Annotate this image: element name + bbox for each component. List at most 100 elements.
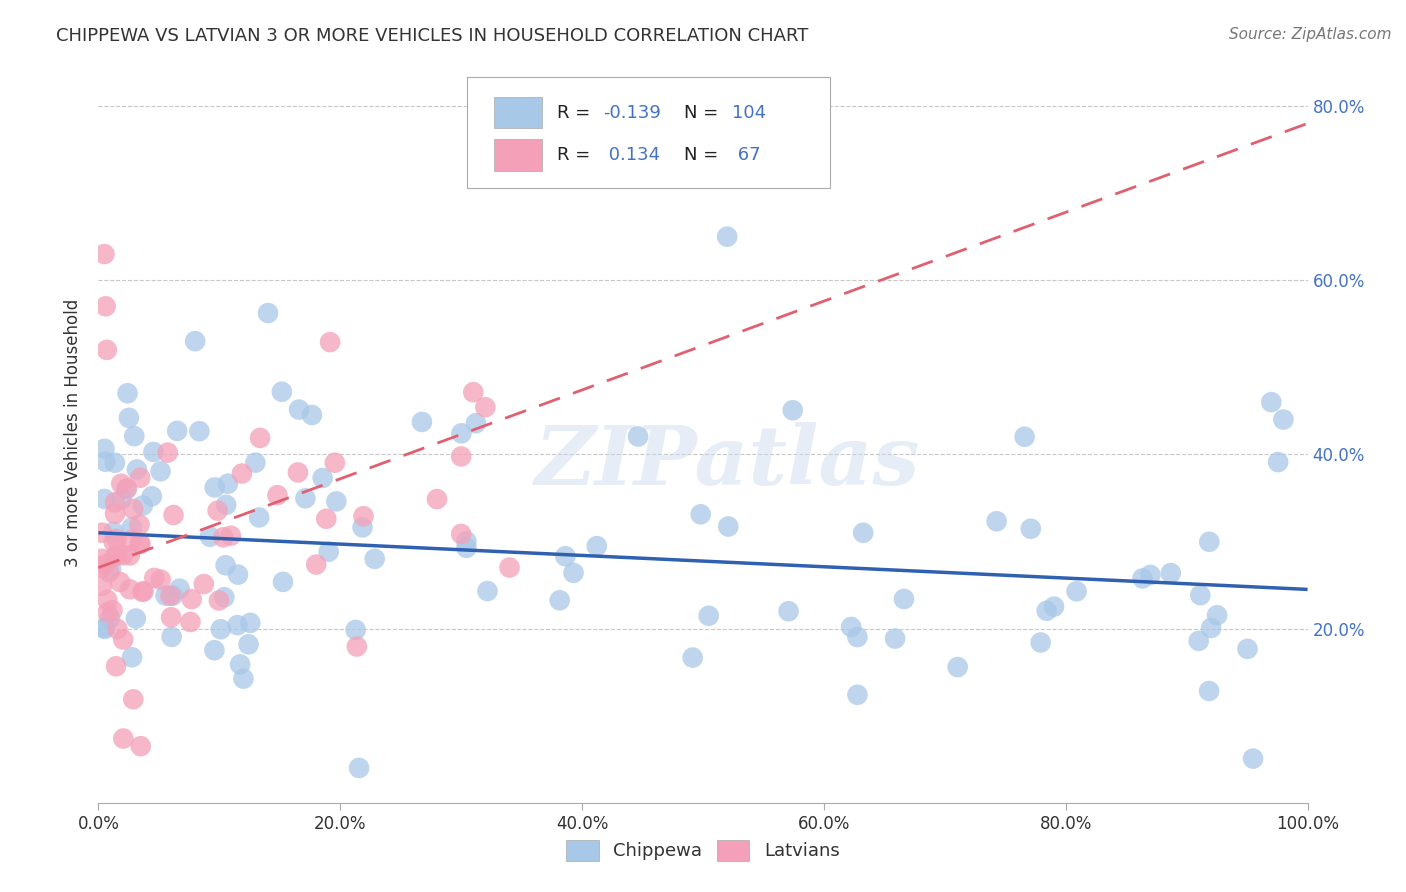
Point <box>562 566 585 580</box>
Point <box>257 306 280 320</box>
Point <box>98 566 121 580</box>
Point <box>107 622 129 636</box>
Point <box>217 476 239 491</box>
Point <box>104 549 127 564</box>
Point <box>160 610 183 624</box>
Text: CHIPPEWA VS LATVIAN 3 OR MORE VEHICLES IN HOUSEHOLD CORRELATION CHART: CHIPPEWA VS LATVIAN 3 OR MORE VEHICLES I… <box>56 27 808 45</box>
Text: N =: N = <box>683 146 724 164</box>
Point <box>287 466 309 480</box>
Point <box>112 632 135 647</box>
Point <box>104 456 127 470</box>
Text: 104: 104 <box>733 103 766 122</box>
Point <box>156 445 179 459</box>
Point <box>271 574 294 589</box>
Point <box>1236 641 1258 656</box>
Point <box>323 456 346 470</box>
Point <box>456 534 478 549</box>
Point <box>426 492 449 507</box>
Point <box>839 620 862 634</box>
Point <box>315 512 337 526</box>
Point <box>288 402 311 417</box>
Point <box>110 476 132 491</box>
Point <box>105 659 128 673</box>
Point <box>94 299 117 313</box>
Point <box>232 672 254 686</box>
Point <box>110 492 132 507</box>
Point <box>100 562 122 576</box>
Point <box>346 640 368 654</box>
Point <box>846 630 869 644</box>
Point <box>131 585 153 599</box>
Text: Source: ZipAtlas.com: Source: ZipAtlas.com <box>1229 27 1392 42</box>
Point <box>160 630 183 644</box>
Point <box>294 491 316 506</box>
Point <box>204 643 226 657</box>
Point <box>122 692 145 706</box>
Point <box>716 229 738 244</box>
Point <box>91 579 114 593</box>
Point <box>347 761 370 775</box>
Point <box>96 606 118 620</box>
Point <box>450 527 472 541</box>
Point <box>94 455 117 469</box>
Point <box>717 519 740 533</box>
Point <box>141 489 163 503</box>
Point <box>239 615 262 630</box>
Point <box>782 403 804 417</box>
Point <box>1029 635 1052 649</box>
Point <box>93 622 115 636</box>
Point <box>226 567 249 582</box>
Point <box>477 584 499 599</box>
Point <box>118 410 141 425</box>
Text: R =: R = <box>557 103 596 122</box>
Point <box>129 739 152 754</box>
Point <box>1066 584 1088 599</box>
Point <box>1043 599 1066 614</box>
Text: ZIPatlas: ZIPatlas <box>534 422 920 502</box>
Point <box>1014 430 1036 444</box>
Text: -0.139: -0.139 <box>603 103 661 122</box>
Point <box>115 482 138 496</box>
Point <box>1132 571 1154 585</box>
Point <box>1160 566 1182 580</box>
Point <box>450 450 472 464</box>
Y-axis label: 3 or more Vehicles in Household: 3 or more Vehicles in Household <box>65 299 83 566</box>
Point <box>1189 588 1212 602</box>
Point <box>1035 604 1057 618</box>
Point <box>159 589 181 603</box>
Point <box>986 514 1008 528</box>
Point <box>352 520 374 534</box>
Point <box>245 456 267 470</box>
Point <box>169 582 191 596</box>
Point <box>884 632 907 646</box>
Point <box>208 593 231 607</box>
Point <box>117 386 139 401</box>
Point <box>226 618 249 632</box>
Point <box>778 604 800 618</box>
Point <box>1188 634 1211 648</box>
Point <box>456 541 478 555</box>
Point <box>363 551 385 566</box>
Point <box>121 533 143 547</box>
Point <box>128 517 150 532</box>
Point <box>112 548 135 562</box>
Point <box>207 503 229 517</box>
FancyBboxPatch shape <box>494 97 543 128</box>
Point <box>353 509 375 524</box>
Point <box>121 520 143 534</box>
Point <box>1139 568 1161 582</box>
Point <box>1198 534 1220 549</box>
Point <box>548 593 571 607</box>
Point <box>301 408 323 422</box>
Point <box>231 467 253 481</box>
Point <box>893 591 915 606</box>
Point <box>318 545 340 559</box>
Text: N =: N = <box>683 103 724 122</box>
Point <box>93 247 115 261</box>
Point <box>93 558 115 572</box>
Point <box>214 558 236 573</box>
FancyBboxPatch shape <box>467 78 830 188</box>
Point <box>270 384 292 399</box>
Point <box>1199 621 1222 635</box>
Point <box>96 343 118 357</box>
